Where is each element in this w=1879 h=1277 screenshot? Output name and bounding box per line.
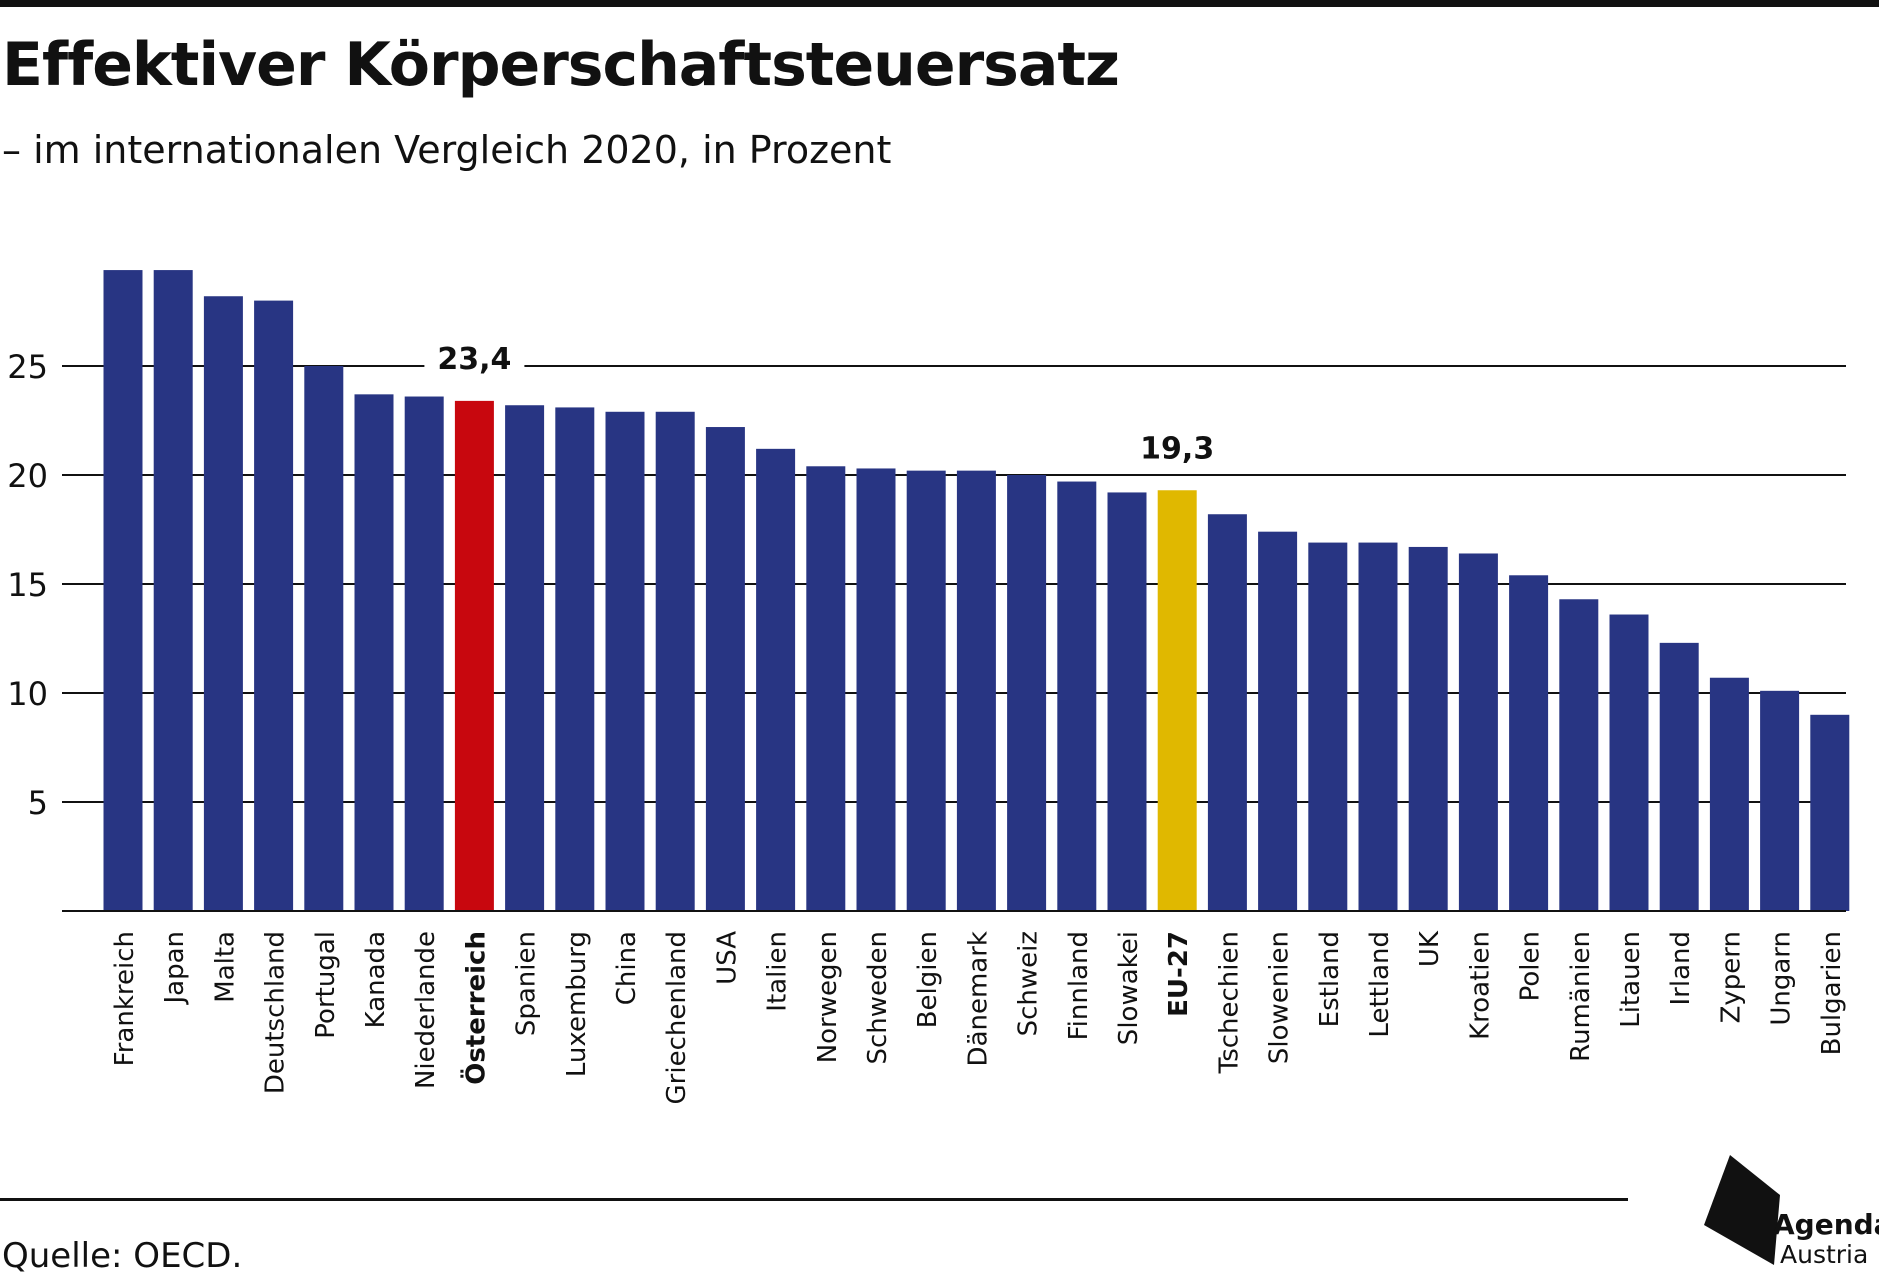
bar-Italien — [756, 448, 796, 911]
source-note: Quelle: OECD. — [2, 1236, 243, 1276]
bar-Schweiz — [1007, 475, 1047, 911]
bar-Finnland — [1057, 481, 1097, 911]
bar-Irland — [1659, 642, 1699, 911]
logo-text-agenda: Agenda — [1773, 1208, 1879, 1241]
bar-EU-27 — [1157, 490, 1197, 911]
bar-Slowenien — [1258, 531, 1298, 911]
x-tick-label: Bulgarien — [1817, 931, 1847, 1055]
x-tick-label: Malta — [210, 931, 240, 1003]
x-tick-label: China — [612, 931, 642, 1005]
x-tick-label: Kroatien — [1465, 931, 1495, 1040]
x-tick-label: Italien — [763, 931, 793, 1012]
x-tick-label: Spanien — [512, 931, 542, 1036]
x-tick-label: Portugal — [311, 931, 341, 1039]
x-tick-label: Finnland — [1064, 931, 1094, 1040]
bar-Luxemburg — [555, 407, 595, 911]
x-tick-label: UK — [1415, 930, 1445, 967]
x-tick-label: Belgien — [913, 931, 943, 1028]
x-tick-label: Lettland — [1365, 931, 1395, 1038]
x-tick-label: Frankreich — [110, 931, 140, 1066]
data-label-background — [424, 338, 525, 383]
chart-title: Effektiver Körperschaftsteuersatz — [2, 30, 1120, 100]
x-tick-label: Litauen — [1616, 931, 1646, 1028]
bottom-rule — [0, 1198, 1628, 1201]
x-tick-label: Polen — [1516, 931, 1546, 1001]
y-tick-label: 25 — [7, 348, 48, 386]
x-tick-label: Schweden — [863, 931, 893, 1065]
x-tick-label: Japan — [160, 931, 190, 1006]
x-tick-label: Tschechien — [1214, 931, 1244, 1074]
x-tick-label: Zypern — [1716, 931, 1746, 1023]
bar-USA — [705, 427, 745, 911]
bar-Japan — [153, 270, 193, 911]
data-label: 19,3 — [1140, 431, 1214, 466]
bar-Dänemark — [956, 470, 996, 911]
logo-mark-icon — [1704, 1155, 1780, 1265]
x-tick-label: Österreich — [458, 931, 491, 1085]
bar-China — [605, 411, 645, 911]
y-tick-label: 10 — [7, 675, 48, 713]
bar-Ungarn — [1760, 690, 1800, 911]
bar-Kroatien — [1458, 553, 1498, 911]
bar-Tschechien — [1207, 514, 1247, 911]
bar-Portugal — [304, 366, 344, 911]
bar-Niederlande — [404, 396, 444, 911]
y-tick-label: 20 — [7, 457, 48, 495]
bar-chart: 5 10 15 20 25 Frankreich Japan Malta Deutschland… — [7, 270, 1850, 1104]
x-tick-label: Slowenien — [1265, 931, 1295, 1064]
x-tick-label: Irland — [1666, 931, 1696, 1006]
bar-Griechenland — [655, 411, 695, 911]
x-tick-label: Dänemark — [963, 931, 993, 1066]
x-tick-label: Luxemburg — [562, 931, 592, 1077]
x-tick-label: Deutschland — [261, 931, 291, 1094]
bar-Schweden — [856, 468, 896, 911]
chart-subtitle: – im internationalen Vergleich 2020, in … — [2, 128, 892, 172]
bar-Slowakei — [1107, 492, 1147, 911]
bar-Bulgarien — [1810, 714, 1850, 911]
x-tick-label: Schweiz — [1014, 931, 1044, 1036]
x-tick-label: Norwegen — [813, 931, 843, 1063]
bar-Zypern — [1709, 677, 1749, 911]
bar-UK — [1408, 546, 1448, 911]
bar-Österreich — [454, 400, 494, 911]
x-tick-label: Kanada — [361, 931, 391, 1028]
x-tick-label: Slowakei — [1114, 931, 1144, 1045]
bar-Belgien — [906, 470, 946, 911]
bar-Deutschland — [254, 300, 294, 912]
bar-Kanada — [354, 394, 394, 912]
y-tick-label: 5 — [28, 784, 48, 822]
bar-Frankreich — [103, 270, 143, 911]
bar-Spanien — [505, 405, 545, 911]
x-tick-label: EU-27 — [1164, 931, 1194, 1017]
bar-Polen — [1509, 575, 1549, 911]
x-tick-label: Estland — [1315, 931, 1345, 1027]
x-tick-label: Rumänien — [1566, 931, 1596, 1062]
logo-text-austria: Austria — [1780, 1240, 1869, 1269]
data-label: 23,4 — [437, 342, 511, 377]
bar-Malta — [203, 296, 243, 911]
bar-Litauen — [1609, 614, 1649, 911]
y-tick-label: 15 — [7, 566, 48, 604]
bar-Norwegen — [806, 466, 846, 911]
bar-Lettland — [1358, 542, 1398, 911]
bar-Estland — [1308, 542, 1348, 911]
x-tick-label: USA — [712, 931, 742, 985]
x-tick-label: Niederlande — [411, 931, 441, 1089]
x-tick-label: Griechenland — [662, 931, 692, 1104]
agenda-austria-logo: Agenda Austria — [1700, 1150, 1879, 1270]
top-rule — [0, 0, 1879, 7]
bar-Rumänien — [1559, 599, 1599, 911]
x-tick-label: Ungarn — [1767, 931, 1797, 1026]
